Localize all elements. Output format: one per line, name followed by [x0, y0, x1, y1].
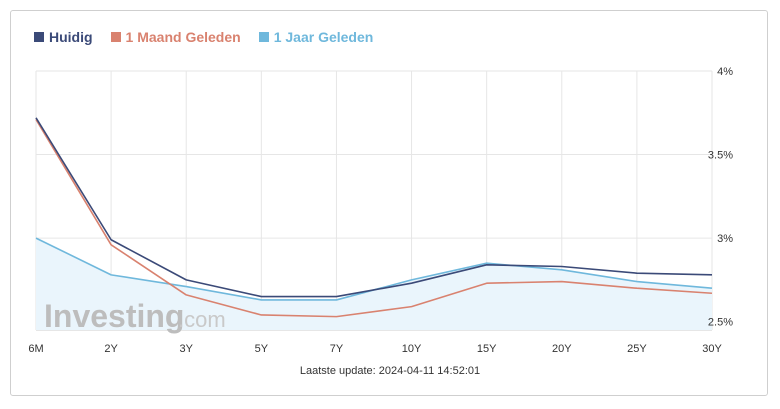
line-layer [35, 117, 713, 318]
chart-frame [10, 10, 768, 396]
legend-label-1-jaar: 1 Jaar Geleden [273, 29, 374, 45]
legend-label-1-maand: 1 Maand Geleden [125, 29, 241, 45]
x-tick-label-5y: 5Y [255, 343, 269, 355]
x-tick-label-30y: 30Y [702, 343, 722, 355]
x-tick-label-25y: 25Y [627, 343, 647, 355]
last-update-footer: Laatste update: 2024-04-11 14:52:01 [0, 365, 780, 377]
x-tick-label-7y: 7Y [330, 343, 344, 355]
x-axis-ticks: 6M 2Y 3Y 5Y 7Y 10Y 15Y 20Y 25Y 30Y [28, 343, 722, 355]
x-tick-label-3y: 3Y [179, 343, 193, 355]
y-axis-ticks: 2.5% 3% 3.5% 4% [708, 66, 733, 329]
area-fill-1-jaar [36, 238, 712, 330]
last-update-label: Laatste update: [299, 365, 379, 377]
y-tick-label-1: 3% [717, 233, 733, 245]
x-tick-label-15y: 15Y [477, 343, 497, 355]
investing-watermark: Investing .com [44, 298, 226, 334]
y-tick-label-2: 3.5% [708, 150, 733, 162]
legend-label-huidig: Huidig [49, 29, 93, 45]
chart-legend: Huidig 1 Maand Geleden 1 Jaar Geleden [34, 28, 373, 46]
watermark-suffix: .com [178, 307, 226, 332]
x-tick-label-20y: 20Y [552, 343, 572, 355]
area-layer [36, 238, 712, 330]
legend-swatch-1-jaar [258, 32, 269, 42]
legend-item-1-jaar[interactable]: 1 Jaar Geleden [258, 29, 374, 45]
legend-swatch-huidig [34, 32, 44, 42]
y-tick-label-0: 2.5% [708, 317, 733, 329]
legend-item-1-maand[interactable]: 1 Maand Geleden [110, 29, 241, 45]
watermark-brand: Investing [44, 298, 184, 334]
x-tick-label-6m: 6M [28, 343, 43, 355]
series-line-1-maand-geleden [35, 119, 713, 318]
legend-swatch-1-maand [110, 32, 121, 42]
x-tick-label-2y: 2Y [104, 343, 118, 355]
last-update-timestamp: 2024-04-11 14:52:01 [378, 365, 481, 377]
legend-item-huidig[interactable]: Huidig [34, 29, 93, 45]
y-tick-label-3: 4% [717, 66, 733, 78]
series-line-huidig [35, 117, 713, 298]
x-tick-label-10y: 10Y [402, 343, 422, 355]
